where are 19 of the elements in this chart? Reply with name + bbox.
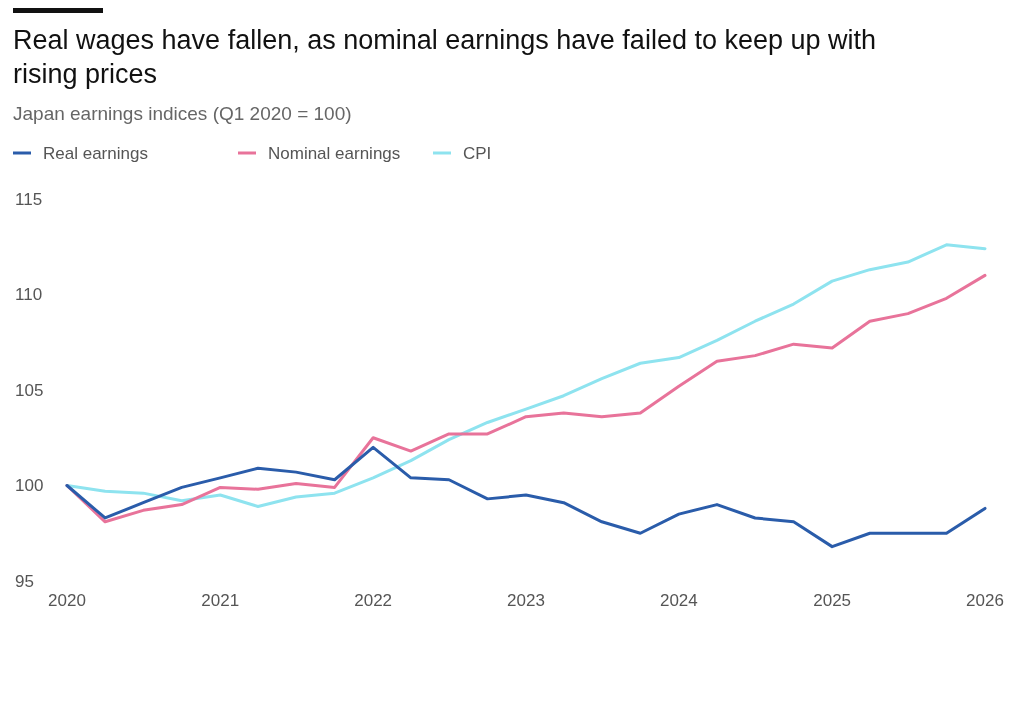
x-tick-label: 2022 (354, 591, 393, 610)
x-tick-label: 2025 (813, 591, 852, 610)
y-tick-label: 100 (15, 476, 44, 496)
y-tick-label: 95 (15, 571, 34, 591)
y-tick-label: 105 (15, 380, 44, 400)
chart-subtitle: Japan earnings indices (Q1 2020 = 100) (13, 103, 353, 125)
legend-label: Real earnings (43, 143, 148, 163)
chart-title: Real wages have fallen, as nominal earnings have failed to keep up with rising prices (13, 24, 878, 91)
legend-label: CPI (463, 143, 492, 163)
legend-label: Nominal earnings (268, 143, 401, 163)
y-tick-label: 115 (15, 189, 43, 209)
x-tick-label: 2026 (966, 591, 1004, 610)
line-series (65, 243, 987, 509)
x-tick-label: 2024 (659, 591, 698, 610)
x-tick-label: 2023 (507, 591, 545, 610)
x-tick-label: 2020 (48, 591, 86, 610)
x-tick-label: 2021 (201, 591, 240, 610)
line-series (65, 445, 987, 549)
y-tick-label: 110 (15, 285, 43, 305)
